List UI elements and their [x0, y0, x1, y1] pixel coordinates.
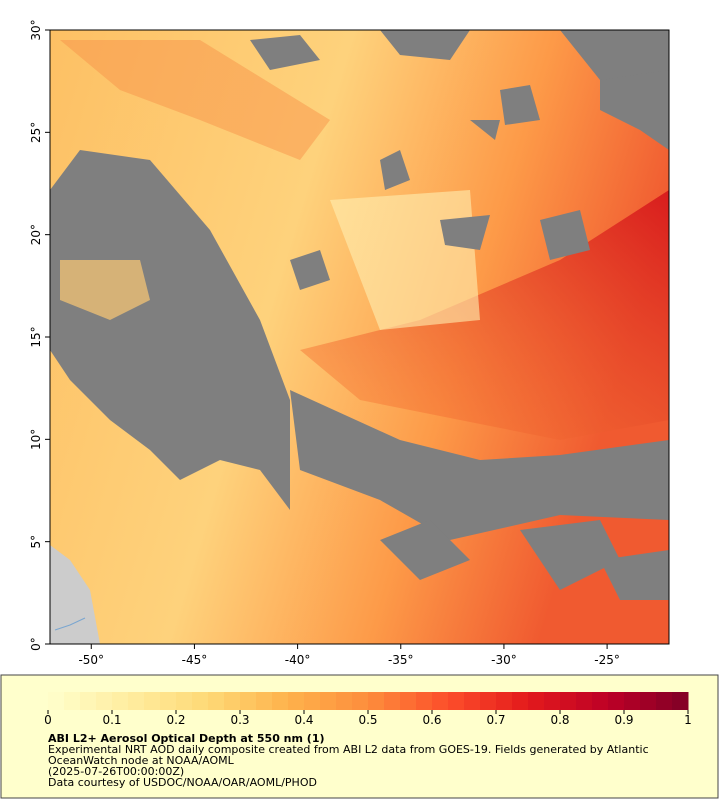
map-image: [50, 30, 669, 644]
x-tick-label: -50°: [78, 653, 104, 667]
colorbar-step: [608, 692, 625, 710]
colorbar-step: [448, 692, 465, 710]
y-tick-label: 5°: [29, 535, 43, 549]
colorbar-step: [320, 692, 337, 710]
y-tick-label: 25°: [29, 122, 43, 143]
x-tick-label: -30°: [491, 653, 517, 667]
colorbar-tick-label: 0.9: [614, 713, 633, 727]
colorbar-tick-label: 0.2: [166, 713, 185, 727]
caption-line: OceanWatch node at NOAA/AOML: [48, 754, 235, 767]
colorbar-step: [128, 692, 145, 710]
colorbar-step: [432, 692, 449, 710]
colorbar-step: [352, 692, 369, 710]
colorbar-step: [288, 692, 305, 710]
colorbar-step: [592, 692, 609, 710]
colorbar-step: [192, 692, 209, 710]
colorbar-tick-label: 0.1: [102, 713, 121, 727]
colorbar-step: [272, 692, 289, 710]
colorbar-step: [544, 692, 561, 710]
colorbar-step: [560, 692, 577, 710]
colorbar-step: [416, 692, 433, 710]
colorbar-tick-label: 0.7: [486, 713, 505, 727]
colorbar-step: [96, 692, 113, 710]
colorbar-step: [640, 692, 657, 710]
caption-title: ABI L2+ Aerosol Optical Depth at 550 nm …: [48, 732, 325, 745]
colorbar-step: [464, 692, 481, 710]
colorbar-step: [80, 692, 97, 710]
colorbar-step: [368, 692, 385, 710]
colorbar-step: [256, 692, 273, 710]
y-tick-label: 30°: [29, 19, 43, 40]
colorbar-tick-label: 0.4: [294, 713, 313, 727]
colorbar-step: [64, 692, 81, 710]
colorbar-step: [208, 692, 225, 710]
colorbar-step: [624, 692, 641, 710]
colorbar-step: [240, 692, 257, 710]
colorbar-tick-label: 0.3: [230, 713, 249, 727]
colorbar-step: [384, 692, 401, 710]
y-tick-label: 10°: [29, 429, 43, 450]
colorbar-step: [112, 692, 129, 710]
colorbar-step: [528, 692, 545, 710]
colorbar-step: [336, 692, 353, 710]
caption-line: (2025-07-26T00:00:00Z): [48, 765, 184, 778]
colorbar-step: [400, 692, 417, 710]
x-tick-label: -45°: [182, 653, 208, 667]
colorbar-tick-label: 0.6: [422, 713, 441, 727]
colorbar-step: [496, 692, 513, 710]
colorbar-step: [304, 692, 321, 710]
colorbar-step: [160, 692, 177, 710]
x-tick-label: -25°: [594, 653, 620, 667]
colorbar-step: [512, 692, 529, 710]
y-tick-label: 20°: [29, 224, 43, 245]
y-tick-label: 0°: [29, 637, 43, 651]
colorbar-tick-label: 1: [684, 713, 692, 727]
x-tick-label: -40°: [285, 653, 311, 667]
colorbar-step: [224, 692, 241, 710]
caption-line: Experimental NRT AOD daily composite cre…: [48, 743, 649, 756]
colorbar-step: [656, 692, 673, 710]
colorbar-step: [48, 692, 65, 710]
x-tick-label: -35°: [388, 653, 414, 667]
colorbar-step: [144, 692, 161, 710]
colorbar-tick-label: 0: [44, 713, 52, 727]
colorbar-step: [576, 692, 593, 710]
colorbar-tick-label: 0.8: [550, 713, 569, 727]
colorbar-step: [176, 692, 193, 710]
caption-line: Data courtesy of USDOC/NOAA/OAR/AOML/PHO…: [48, 776, 317, 789]
colorbar-step: [480, 692, 497, 710]
colorbar-step: [672, 692, 689, 710]
colorbar-tick-label: 0.5: [358, 713, 377, 727]
y-tick-label: 15°: [29, 326, 43, 347]
